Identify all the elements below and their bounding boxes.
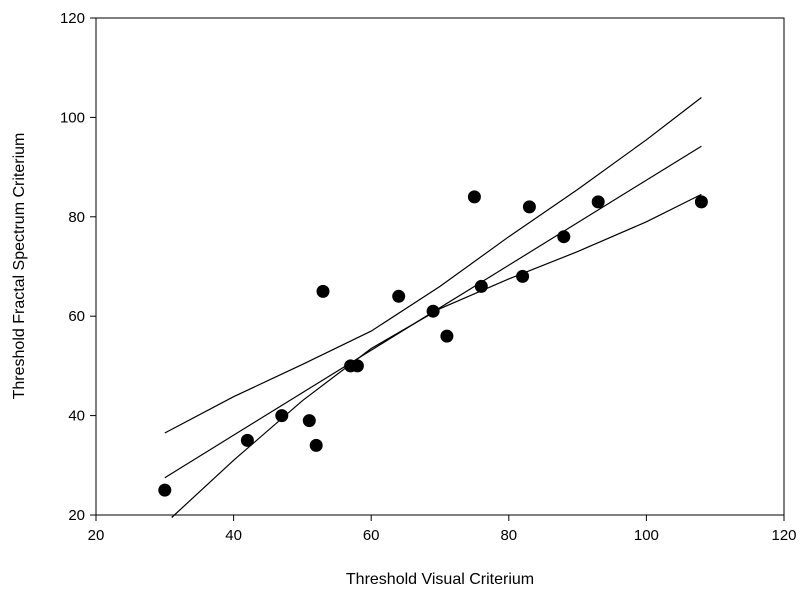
plot-frame: [95, 17, 785, 516]
upper-confidence-line: [164, 97, 702, 434]
x-tick-label: 40: [225, 527, 242, 544]
y-tick-label: 60: [68, 308, 85, 325]
data-point: [694, 195, 708, 209]
axis-ticks: 20 40 60 80 100 120 20 40 60 80 100 120: [60, 10, 797, 544]
y-tick-label: 100: [60, 109, 85, 126]
data-point: [158, 483, 172, 497]
x-tick-label: 20: [88, 527, 105, 544]
lower-confidence-line: [171, 193, 702, 518]
x-tick-label: 80: [500, 527, 517, 544]
x-tick-label: 100: [634, 527, 659, 544]
data-point: [522, 200, 536, 214]
y-tick-label: 80: [68, 209, 85, 226]
data-point: [440, 329, 454, 343]
data-point: [392, 289, 406, 303]
x-tick-label: 60: [363, 527, 380, 544]
y-tick-label: 40: [68, 408, 85, 425]
data-point: [309, 438, 323, 452]
data-point: [240, 433, 254, 447]
y-axis-label: Threshold Fractal Spectrum Criterium: [11, 133, 28, 400]
data-point: [474, 279, 488, 293]
data-point: [557, 230, 571, 244]
data-point: [426, 304, 440, 318]
data-point: [316, 284, 330, 298]
data-points: [158, 190, 708, 497]
data-point: [302, 414, 316, 428]
y-tick-label: 120: [60, 10, 85, 27]
x-tick-label: 120: [771, 527, 796, 544]
data-point: [591, 195, 605, 209]
data-point: [467, 190, 481, 204]
data-point: [516, 269, 530, 283]
y-tick-label: 20: [68, 507, 85, 524]
data-point: [350, 359, 364, 373]
data-point: [275, 409, 289, 423]
x-axis-label: Threshold Visual Criterium: [346, 571, 534, 588]
